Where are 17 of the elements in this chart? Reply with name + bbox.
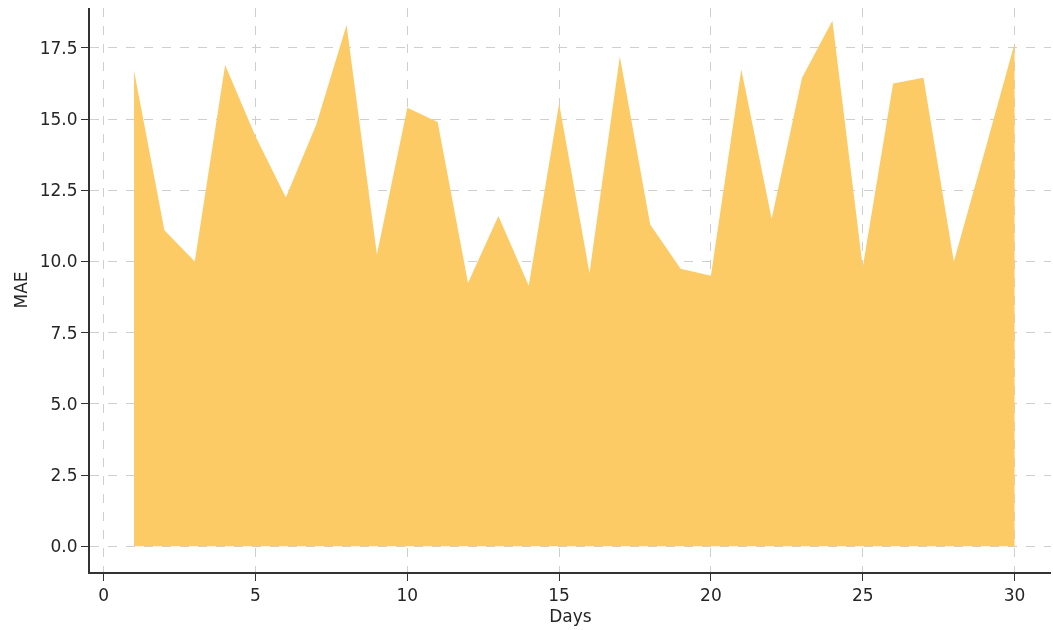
x-tick-label: 15 <box>548 585 570 606</box>
x-tick-label: 5 <box>250 585 261 606</box>
y-tick-label: 12.5 <box>39 180 78 201</box>
x-tick-label: 10 <box>396 585 419 606</box>
x-tick-label: 0 <box>98 585 110 606</box>
x-axis-title: Days <box>549 606 592 627</box>
y-tick-label: 15.0 <box>39 109 78 130</box>
y-tick-label: 2.5 <box>50 465 78 486</box>
x-tick-label: 20 <box>700 585 722 606</box>
x-tick-label: 25 <box>851 585 874 606</box>
y-tick-label: 10.0 <box>39 251 78 272</box>
y-axis-title: MAE <box>10 271 31 309</box>
y-tick-label: 0.0 <box>50 536 78 557</box>
y-tick-label: 17.5 <box>39 37 78 58</box>
y-tick-label: 7.5 <box>50 322 78 343</box>
y-tick-label: 5.0 <box>50 393 78 414</box>
x-tick-label: 30 <box>1003 585 1026 606</box>
